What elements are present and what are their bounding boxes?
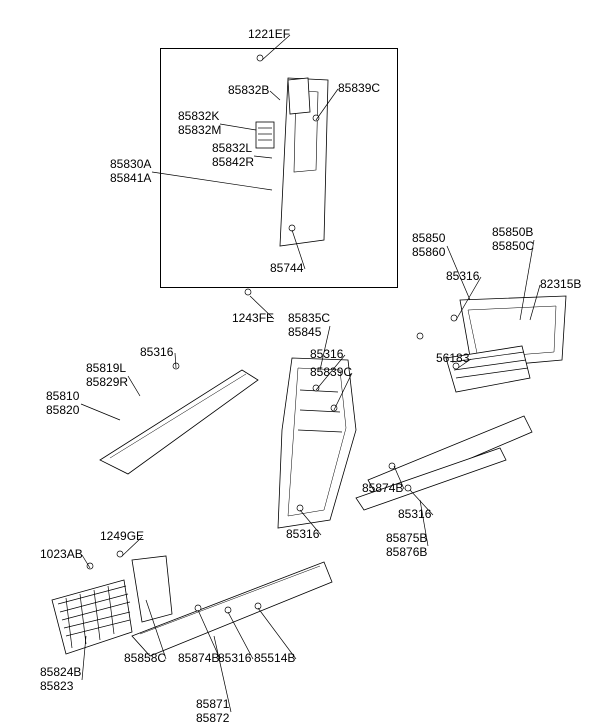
part-label-85824B: 85824B85823 bbox=[40, 666, 81, 694]
part-label-line: 85874B bbox=[178, 652, 219, 666]
part-label-1243FE: 1243FE bbox=[232, 312, 274, 326]
part-label-line: 1249GE bbox=[100, 530, 144, 544]
part-label-85850: 8585085860 bbox=[412, 232, 445, 260]
part-label-line: 82315B bbox=[540, 278, 581, 292]
part-label-line: 85514B bbox=[254, 652, 295, 666]
part-label-line: 85820 bbox=[46, 404, 79, 418]
part-label-line: 85875B bbox=[386, 532, 427, 546]
part-label-line: 1221EF bbox=[248, 28, 290, 42]
part-label-line: 85316 bbox=[218, 652, 251, 666]
part-label-line: 85316 bbox=[140, 346, 173, 360]
part-label-line: 85850 bbox=[412, 232, 445, 246]
part-label-85832LR: 85832L85842R bbox=[212, 142, 254, 170]
part-label-85871: 8587185872 bbox=[196, 698, 229, 726]
part-label-85874Ba: 85874B bbox=[362, 482, 403, 496]
part-label-line: 85839C bbox=[310, 366, 352, 380]
part-label-85832KM: 85832K85832M bbox=[178, 110, 221, 138]
part-label-line: 85832B bbox=[228, 84, 269, 98]
part-label-85830A: 85830A85841A bbox=[110, 158, 151, 186]
part-label-85839C: 85839C bbox=[338, 82, 380, 96]
part-label-line: 85835C bbox=[288, 312, 330, 326]
part-label-85514B: 85514B bbox=[254, 652, 295, 666]
part-label-line: 85860 bbox=[412, 246, 445, 260]
part-label-line: 1023AB bbox=[40, 548, 83, 562]
part-label-line: 85872 bbox=[196, 712, 229, 726]
part-label-1221EF: 1221EF bbox=[248, 28, 290, 42]
part-label-line: 85876B bbox=[386, 546, 427, 560]
part-label-1249GE: 1249GE bbox=[100, 530, 144, 544]
part-label-line: 85839C bbox=[338, 82, 380, 96]
part-label-82315B: 82315B bbox=[540, 278, 581, 292]
parts-diagram-canvas: 1221EF85832B85839C85832K85832M85832L8584… bbox=[0, 0, 603, 727]
part-label-line: 85744 bbox=[270, 262, 303, 276]
part-label-line: 85845 bbox=[288, 326, 330, 340]
part-label-line: 85874B bbox=[362, 482, 403, 496]
part-label-85835C: 85835C85845 bbox=[288, 312, 330, 340]
part-label-85810: 8581085820 bbox=[46, 390, 79, 418]
part-label-85744: 85744 bbox=[270, 262, 303, 276]
part-label-85832B: 85832B bbox=[228, 84, 269, 98]
part-label-85316d: 85316 bbox=[398, 508, 431, 522]
part-label-line: 85850C bbox=[492, 240, 534, 254]
part-label-line: 85829R bbox=[86, 376, 128, 390]
part-label-line: 85316 bbox=[286, 528, 319, 542]
part-label-56183: 56183 bbox=[436, 352, 469, 366]
part-label-85850B: 85850B85850C bbox=[492, 226, 534, 254]
part-label-line: 85316 bbox=[310, 348, 343, 362]
part-label-line: 85823 bbox=[40, 680, 81, 694]
part-label-line: 85832L bbox=[212, 142, 254, 156]
part-label-line: 85316 bbox=[398, 508, 431, 522]
part-label-85316e: 85316 bbox=[286, 528, 319, 542]
part-label-85316a: 85316 bbox=[446, 270, 479, 284]
part-label-line: 85858C bbox=[124, 652, 166, 666]
part-label-line: 1243FE bbox=[232, 312, 274, 326]
part-label-line: 85824B bbox=[40, 666, 81, 680]
part-label-85858C: 85858C bbox=[124, 652, 166, 666]
part-label-85839C2: 85839C bbox=[310, 366, 352, 380]
part-label-85316c: 85316 bbox=[310, 348, 343, 362]
part-label-line: 85842R bbox=[212, 156, 254, 170]
part-label-line: 85819L bbox=[86, 362, 128, 376]
part-label-85819L: 85819L85829R bbox=[86, 362, 128, 390]
part-label-1023AB: 1023AB bbox=[40, 548, 83, 562]
part-label-line: 85850B bbox=[492, 226, 534, 240]
part-label-85316b: 85316 bbox=[140, 346, 173, 360]
part-label-line: 85810 bbox=[46, 390, 79, 404]
part-label-line: 85832K bbox=[178, 110, 221, 124]
part-label-line: 85830A bbox=[110, 158, 151, 172]
part-label-line: 85871 bbox=[196, 698, 229, 712]
part-label-line: 56183 bbox=[436, 352, 469, 366]
part-label-line: 85832M bbox=[178, 124, 221, 138]
part-label-85875B: 85875B85876B bbox=[386, 532, 427, 560]
part-label-line: 85316 bbox=[446, 270, 479, 284]
part-label-85316f: 85316 bbox=[218, 652, 251, 666]
part-label-85874Bb: 85874B bbox=[178, 652, 219, 666]
part-label-line: 85841A bbox=[110, 172, 151, 186]
